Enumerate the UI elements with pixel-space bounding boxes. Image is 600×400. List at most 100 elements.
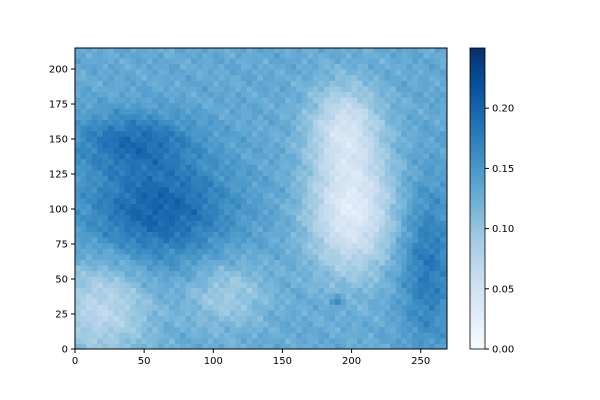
heatmap-cell [229, 321, 237, 328]
heatmap-cell [429, 237, 436, 244]
heatmap-cell [141, 293, 148, 300]
heatmap-cell [252, 231, 259, 238]
heatmap-cell [196, 97, 203, 104]
heatmap-cell [174, 209, 181, 216]
heatmap-cell [202, 181, 209, 188]
heatmap-cell [434, 175, 441, 182]
heatmap-cell [191, 85, 198, 92]
heatmap-cell [169, 203, 176, 210]
heatmap-cell [301, 85, 308, 92]
heatmap-cell [357, 186, 364, 193]
heatmap-cell [329, 276, 336, 283]
heatmap-cell [285, 102, 292, 109]
heatmap-cell [429, 80, 436, 87]
heatmap-cell [301, 52, 308, 59]
heatmap-cell [80, 276, 87, 283]
heatmap-cell [340, 276, 347, 283]
heatmap-cell [296, 343, 303, 349]
heatmap-cell [279, 125, 286, 132]
heatmap-cell [191, 332, 198, 339]
heatmap-cell [180, 309, 187, 316]
heatmap-cell [229, 298, 237, 305]
heatmap-cell [312, 186, 319, 193]
heatmap-cell [434, 321, 441, 328]
heatmap-cell [213, 242, 220, 249]
heatmap-cell [80, 69, 87, 76]
heatmap-cell [141, 97, 148, 104]
heatmap-cell [229, 214, 237, 221]
heatmap-cell [346, 141, 353, 148]
heatmap-cell [406, 281, 414, 288]
heatmap-cell [390, 158, 397, 165]
heatmap-cell [146, 186, 154, 193]
heatmap-cell [97, 326, 104, 333]
heatmap-cell [357, 97, 364, 104]
heatmap-cell [213, 85, 220, 92]
heatmap-cell [290, 270, 297, 277]
heatmap-cell [252, 85, 259, 92]
heatmap-cell [135, 158, 142, 165]
heatmap-cell [423, 237, 430, 244]
heatmap-cell [334, 113, 342, 120]
heatmap-cell [285, 337, 292, 344]
heatmap-cell [141, 181, 148, 188]
heatmap-cell [390, 281, 397, 288]
heatmap-cell [296, 91, 303, 98]
heatmap-cell [285, 85, 292, 92]
heatmap-cell [334, 242, 342, 249]
heatmap-cell [108, 125, 115, 132]
heatmap-cell [224, 203, 231, 210]
heatmap-cell [429, 231, 436, 238]
heatmap-cell [285, 57, 292, 64]
heatmap-cell [296, 74, 303, 81]
heatmap-cell [80, 91, 87, 98]
heatmap-cell [108, 164, 115, 171]
heatmap-cell [157, 231, 165, 238]
heatmap-cell [274, 343, 281, 349]
heatmap-cell [279, 91, 286, 98]
heatmap-cell [263, 326, 270, 333]
heatmap-cell [163, 119, 170, 126]
heatmap-cell [240, 119, 248, 126]
heatmap-cell [395, 169, 402, 176]
heatmap-cell [252, 57, 259, 64]
heatmap-cell [318, 237, 325, 244]
heatmap-cell [346, 130, 353, 137]
heatmap-cell [301, 192, 308, 199]
heatmap-cell [429, 293, 436, 300]
heatmap-cell [357, 108, 364, 115]
heatmap-cell [351, 158, 358, 165]
heatmap-cell [368, 136, 375, 143]
heatmap-cell [163, 192, 170, 199]
heatmap-cell [108, 321, 115, 328]
heatmap-cell [334, 125, 342, 132]
heatmap-cell [379, 169, 386, 176]
heatmap-cell [401, 158, 408, 165]
heatmap-cell [185, 125, 192, 132]
heatmap-cell [174, 203, 181, 210]
heatmap-cell [296, 293, 303, 300]
heatmap-cell [91, 192, 98, 199]
heatmap-cell [373, 141, 380, 148]
heatmap-cell [113, 225, 120, 232]
heatmap-cell [97, 276, 104, 283]
heatmap-cell [119, 141, 126, 148]
heatmap-cell [340, 57, 347, 64]
heatmap-cell [334, 270, 342, 277]
heatmap-cell [346, 237, 353, 244]
heatmap-cell [312, 281, 319, 288]
heatmap-cell [301, 169, 308, 176]
heatmap-cell [357, 343, 364, 349]
heatmap-cell [307, 237, 314, 244]
heatmap-cell [152, 63, 159, 70]
heatmap-cell [124, 343, 131, 349]
heatmap-cell [130, 85, 137, 92]
heatmap-cell [91, 52, 98, 59]
heatmap-cell [412, 281, 419, 288]
heatmap-cell [157, 186, 165, 193]
heatmap-cell [86, 48, 93, 53]
heatmap-cell [246, 63, 253, 70]
heatmap-cell [207, 141, 214, 148]
heatmap-cell [412, 276, 419, 283]
heatmap-cell [417, 119, 425, 126]
